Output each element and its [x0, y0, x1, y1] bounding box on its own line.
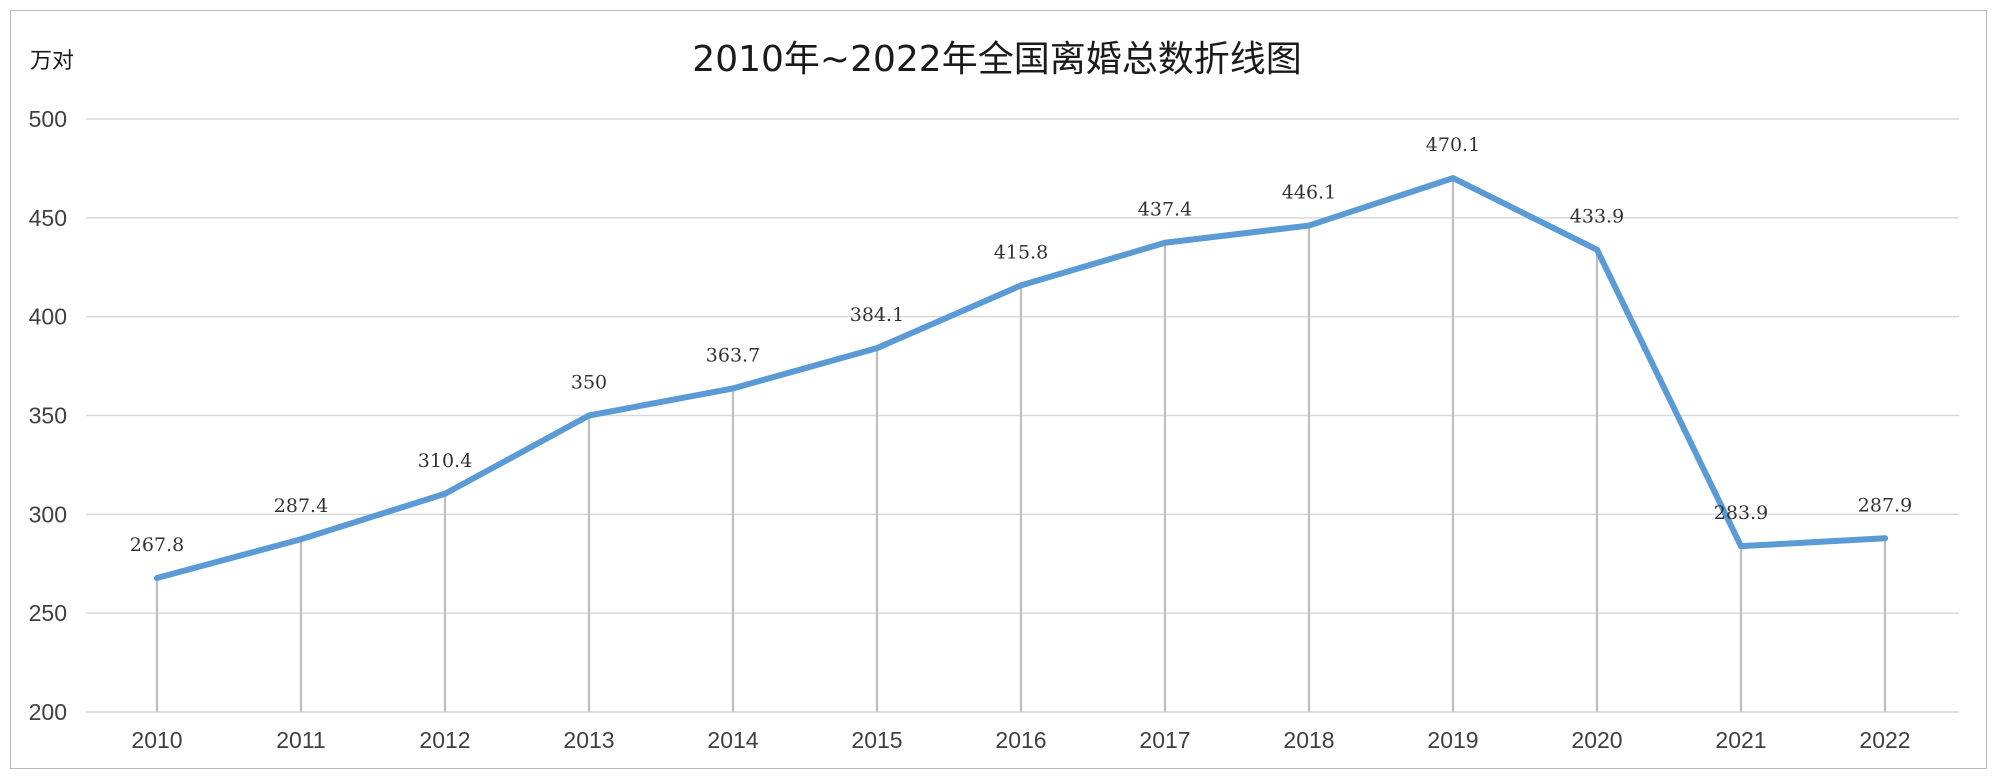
- gridlines: [86, 118, 1959, 713]
- data-point-2012: [442, 490, 448, 497]
- data-point-2010: [154, 574, 160, 581]
- data-label-2022: 287.9: [1858, 494, 1912, 516]
- x-tick-2014: 2014: [707, 727, 758, 753]
- x-tick-2015: 2015: [851, 727, 902, 753]
- data-point-2014: [730, 385, 736, 392]
- data-label-2020: 433.9: [1570, 206, 1624, 228]
- data-point-2011: [298, 536, 304, 543]
- x-tick-2016: 2016: [995, 727, 1046, 753]
- drop-lines: [155, 178, 1887, 712]
- chart-title: 2010年~2022年全国离婚总数折线图: [692, 39, 1301, 80]
- x-tick-2019: 2019: [1427, 727, 1478, 753]
- x-tick-2022: 2022: [1859, 727, 1910, 753]
- x-tick-2012: 2012: [419, 727, 470, 753]
- x-tick-2017: 2017: [1139, 727, 1190, 753]
- data-label-2012: 310.4: [418, 450, 472, 472]
- y-tick-450: 450: [29, 205, 67, 231]
- y-tick-300: 300: [29, 501, 67, 527]
- data-point-2015: [874, 345, 880, 352]
- y-tick-500: 500: [29, 106, 67, 132]
- data-point-2019: [1450, 175, 1456, 182]
- y-axis-unit-label: 万对: [30, 49, 74, 74]
- data-label-2015: 384.1: [850, 304, 904, 326]
- x-tick-2011: 2011: [276, 727, 325, 753]
- x-tick-2013: 2013: [563, 727, 614, 753]
- data-label-2011: 287.4: [274, 495, 328, 517]
- x-tick-2018: 2018: [1283, 727, 1334, 753]
- chart-frame: 2010年~2022年全国离婚总数折线图 万对 200 250 300 350 400 4…: [10, 10, 1987, 769]
- data-label-2019: 470.1: [1426, 134, 1480, 156]
- data-label-2014: 363.7: [706, 344, 760, 366]
- data-label-2018: 446.1: [1282, 182, 1336, 204]
- y-tick-400: 400: [29, 304, 67, 330]
- data-label-2017: 437.4: [1138, 199, 1192, 221]
- y-tick-200: 200: [29, 699, 67, 725]
- data-point-2016: [1018, 282, 1024, 289]
- data-point-2017: [1162, 239, 1168, 246]
- y-tick-250: 250: [29, 600, 67, 626]
- data-label-2010: 267.8: [130, 534, 184, 556]
- data-point-2022: [1882, 535, 1888, 542]
- data-point-2021: [1738, 543, 1744, 550]
- x-axis-ticks: 2010 2011 2012 2013 2014 2015 2016 2017 2018 2019…: [131, 727, 1910, 753]
- data-point-2018: [1306, 222, 1312, 229]
- x-tick-2020: 2020: [1571, 727, 1622, 753]
- y-axis-ticks: 200 250 300 350 400 450 500: [29, 106, 67, 725]
- y-tick-350: 350: [29, 403, 67, 429]
- data-point-2020: [1594, 246, 1600, 253]
- data-label-2016: 415.8: [994, 241, 1048, 263]
- data-labels: 267.8 287.4 310.4 350 363.7 384.1 415.8 437.4 44…: [130, 134, 1912, 556]
- data-point-2013: [586, 412, 592, 419]
- data-label-2021: 283.9: [1714, 502, 1768, 524]
- data-label-2013: 350: [571, 372, 607, 394]
- x-tick-2021: 2021: [1715, 727, 1766, 753]
- series-divorces: [154, 175, 1888, 581]
- line-chart: 2010年~2022年全国离婚总数折线图 万对 200 250 300 350 400 4…: [29, 39, 1959, 753]
- x-tick-2010: 2010: [131, 727, 182, 753]
